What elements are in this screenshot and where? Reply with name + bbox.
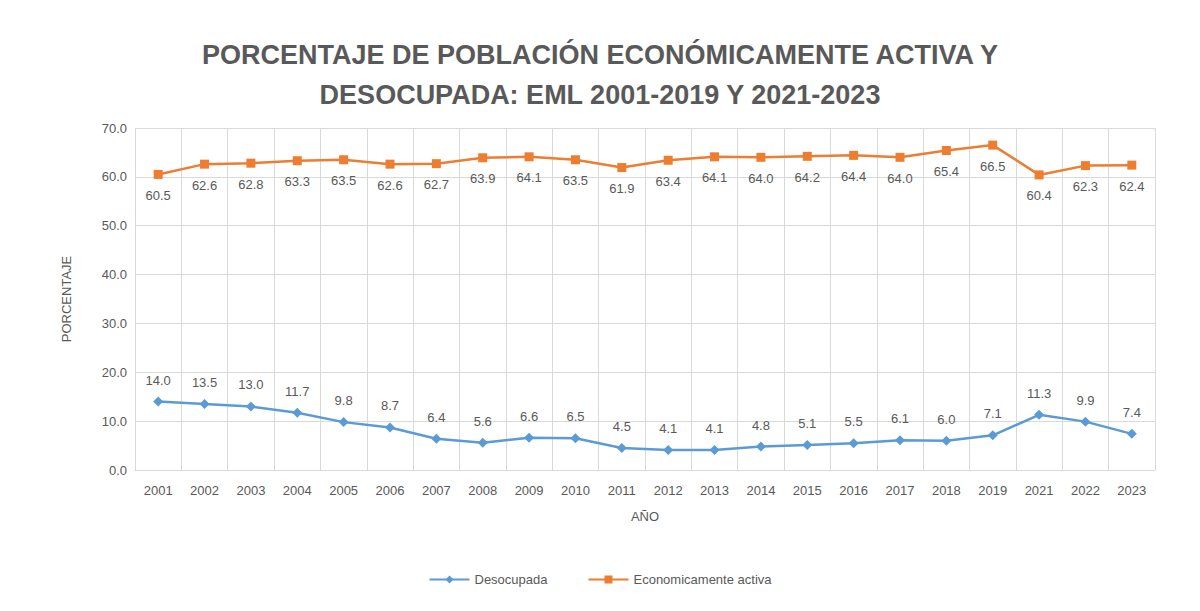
svg-text:10.0: 10.0 (102, 414, 127, 429)
svg-text:PORCENTAJE DE POBLACIÓN ECONÓM: PORCENTAJE DE POBLACIÓN ECONÓMICAMENTE A… (202, 39, 998, 70)
svg-text:4.1: 4.1 (659, 421, 677, 436)
svg-text:66.5: 66.5 (980, 159, 1005, 174)
svg-text:13.5: 13.5 (192, 375, 217, 390)
svg-text:62.7: 62.7 (424, 177, 449, 192)
svg-text:64.1: 64.1 (516, 170, 541, 185)
svg-text:2012: 2012 (654, 483, 683, 498)
svg-text:2014: 2014 (746, 483, 775, 498)
svg-text:DESOCUPADA: EML 2001-2019 Y 20: DESOCUPADA: EML 2001-2019 Y 2021-2023 (320, 80, 881, 110)
svg-text:6.5: 6.5 (566, 409, 584, 424)
svg-text:0.0: 0.0 (109, 463, 127, 478)
svg-text:11.7: 11.7 (285, 384, 309, 399)
svg-text:63.4: 63.4 (656, 174, 681, 189)
svg-text:20.0: 20.0 (102, 365, 127, 380)
svg-text:2011: 2011 (608, 483, 636, 498)
svg-text:65.4: 65.4 (934, 164, 959, 179)
svg-text:11.3: 11.3 (1027, 386, 1051, 401)
svg-text:2008: 2008 (468, 483, 497, 498)
svg-text:63.5: 63.5 (563, 173, 588, 188)
svg-text:30.0: 30.0 (102, 316, 127, 331)
svg-text:2018: 2018 (932, 483, 961, 498)
svg-text:4.1: 4.1 (706, 421, 724, 436)
svg-text:7.4: 7.4 (1123, 405, 1141, 420)
svg-text:63.3: 63.3 (285, 174, 310, 189)
svg-text:60.5: 60.5 (146, 188, 171, 203)
svg-text:2001: 2001 (144, 483, 173, 498)
svg-text:14.0: 14.0 (146, 373, 171, 388)
svg-text:6.1: 6.1 (891, 411, 909, 426)
svg-text:2002: 2002 (190, 483, 219, 498)
svg-text:2023: 2023 (1117, 483, 1146, 498)
svg-text:70.0: 70.0 (102, 121, 127, 136)
svg-text:2016: 2016 (839, 483, 868, 498)
svg-text:2005: 2005 (329, 483, 358, 498)
svg-text:13.0: 13.0 (238, 377, 263, 392)
svg-text:Economicamente activa: Economicamente activa (633, 572, 772, 587)
svg-text:4.5: 4.5 (613, 419, 631, 434)
svg-text:62.6: 62.6 (192, 178, 217, 193)
svg-text:2015: 2015 (793, 483, 822, 498)
svg-text:2010: 2010 (561, 483, 590, 498)
svg-text:64.4: 64.4 (841, 169, 866, 184)
svg-text:2021: 2021 (1025, 483, 1054, 498)
svg-text:62.4: 62.4 (1119, 179, 1144, 194)
svg-text:AÑO: AÑO (631, 509, 659, 524)
svg-text:62.3: 62.3 (1073, 179, 1098, 194)
svg-text:6.0: 6.0 (937, 412, 955, 427)
svg-text:2019: 2019 (978, 483, 1007, 498)
svg-text:6.6: 6.6 (520, 409, 538, 424)
svg-text:5.5: 5.5 (845, 414, 863, 429)
svg-text:2003: 2003 (236, 483, 265, 498)
svg-text:60.0: 60.0 (102, 169, 127, 184)
svg-text:2006: 2006 (376, 483, 405, 498)
svg-text:5.6: 5.6 (474, 414, 492, 429)
svg-text:6.4: 6.4 (427, 410, 445, 425)
svg-text:64.1: 64.1 (702, 170, 727, 185)
svg-text:64.0: 64.0 (887, 171, 912, 186)
svg-text:2004: 2004 (283, 483, 312, 498)
svg-text:7.1: 7.1 (984, 406, 1002, 421)
svg-text:50.0: 50.0 (102, 218, 127, 233)
svg-text:4.8: 4.8 (752, 418, 770, 433)
svg-text:2009: 2009 (515, 483, 544, 498)
svg-text:9.8: 9.8 (335, 393, 353, 408)
svg-text:63.9: 63.9 (470, 171, 495, 186)
svg-text:2022: 2022 (1071, 483, 1100, 498)
svg-text:2007: 2007 (422, 483, 451, 498)
svg-text:64.0: 64.0 (748, 171, 773, 186)
svg-text:5.1: 5.1 (798, 416, 816, 431)
svg-text:62.8: 62.8 (238, 177, 263, 192)
svg-text:61.9: 61.9 (609, 181, 634, 196)
svg-text:40.0: 40.0 (102, 267, 127, 282)
svg-text:62.6: 62.6 (377, 178, 402, 193)
svg-text:PORCENTAJE: PORCENTAJE (59, 255, 74, 342)
svg-text:60.4: 60.4 (1026, 188, 1051, 203)
svg-text:9.9: 9.9 (1076, 393, 1094, 408)
svg-text:2017: 2017 (886, 483, 915, 498)
svg-text:64.2: 64.2 (795, 170, 820, 185)
svg-text:8.7: 8.7 (381, 398, 399, 413)
svg-text:63.5: 63.5 (331, 173, 356, 188)
svg-text:2013: 2013 (700, 483, 729, 498)
svg-text:Desocupada: Desocupada (474, 572, 548, 587)
